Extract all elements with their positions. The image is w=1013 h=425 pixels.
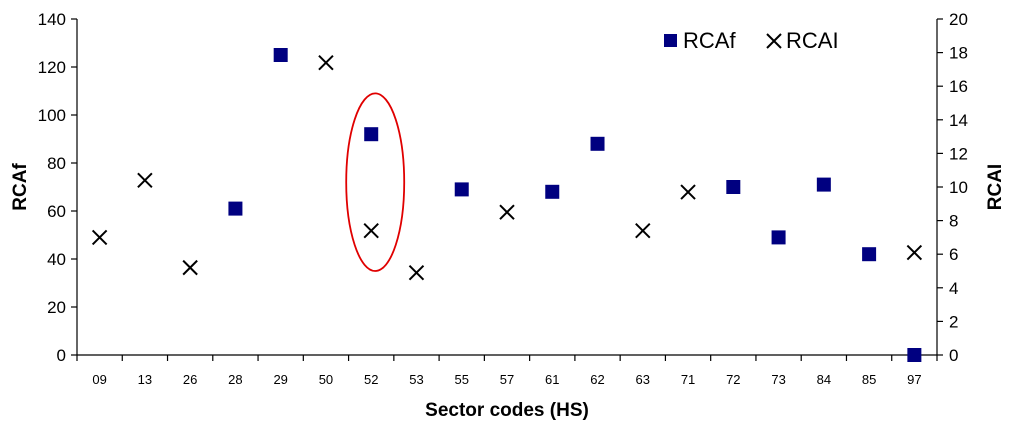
rcaf-point: [590, 136, 605, 151]
right-tick-label: 10: [949, 178, 968, 197]
rcaf-point: [273, 48, 288, 62]
rcai-point: [635, 222, 651, 239]
rcai-point: [906, 244, 923, 261]
rcai-point: [499, 204, 515, 220]
x-tick-label: 52: [364, 372, 378, 387]
rcai-point: [91, 229, 108, 246]
x-tick-label: 73: [771, 372, 785, 387]
right-tick-label: 16: [949, 77, 968, 96]
right-tick-label: 0: [949, 346, 958, 365]
x-tick-label: 50: [319, 372, 333, 387]
x-tick-label: 85: [862, 372, 876, 387]
left-tick-label: 0: [57, 346, 66, 365]
x-tick-label: 09: [92, 372, 106, 387]
rcai-point: [318, 54, 334, 71]
left-tick-label: 20: [47, 298, 66, 317]
rcaf-point: [771, 230, 786, 245]
x-tick-label: 53: [409, 372, 423, 387]
rcaf-point: [454, 182, 469, 197]
rcaf-point: [726, 180, 741, 194]
rcai-point: [182, 259, 198, 276]
rcai-point: [137, 172, 153, 188]
x-tick-label: 61: [545, 372, 559, 387]
rcai-point: [363, 222, 379, 239]
right-tick-label: 2: [949, 312, 958, 331]
right-tick-label: 14: [949, 111, 968, 130]
rcai-point: [680, 184, 696, 200]
left-tick-label: 60: [47, 202, 66, 221]
rcaf-point: [907, 348, 922, 362]
x-tick-label: 29: [273, 372, 287, 387]
x-axis-title: Sector codes (HS): [425, 400, 589, 421]
rcaf-point: [545, 184, 560, 199]
left-tick-label: 100: [38, 106, 66, 125]
rcaf-point: [816, 177, 831, 192]
x-tick-label: 71: [681, 372, 695, 387]
x-tick-label: 97: [907, 372, 921, 387]
right-tick-label: 4: [949, 279, 958, 298]
rcai-point: [408, 264, 425, 281]
rcaf-point: [862, 247, 877, 262]
right-tick-label: 8: [949, 212, 958, 231]
x-tick-label: 84: [817, 372, 831, 387]
right-tick-label: 12: [949, 144, 968, 163]
right-tick-label: 6: [949, 245, 958, 264]
highlight-ellipse: [345, 92, 406, 272]
legend-rcaf-marker: [664, 34, 677, 47]
left-tick-label: 80: [47, 154, 66, 173]
left-tick-label: 40: [47, 250, 66, 269]
legend-rcai-label: RCAI: [786, 28, 839, 53]
x-tick-label: 62: [590, 372, 604, 387]
legend-rcaf-label: RCAf: [683, 28, 736, 53]
left-tick-label: 120: [38, 58, 66, 77]
x-tick-label: 55: [455, 372, 469, 387]
right-tick-label: 18: [949, 44, 968, 63]
x-tick-label: 28: [228, 372, 242, 387]
left-axis-title: RCAf: [10, 163, 31, 211]
rcaf-point: [228, 201, 243, 216]
legend-rcai-marker: [766, 33, 782, 49]
right-axis-title: RCAI: [985, 164, 1006, 210]
left-tick-label: 140: [38, 10, 66, 29]
x-tick-label: 57: [500, 372, 514, 387]
x-tick-label: 26: [183, 372, 197, 387]
x-tick-label: 13: [138, 372, 152, 387]
x-tick-label: 72: [726, 372, 740, 387]
right-tick-label: 20: [949, 10, 968, 29]
rcaf-point: [364, 127, 379, 142]
x-tick-label: 63: [636, 372, 650, 387]
